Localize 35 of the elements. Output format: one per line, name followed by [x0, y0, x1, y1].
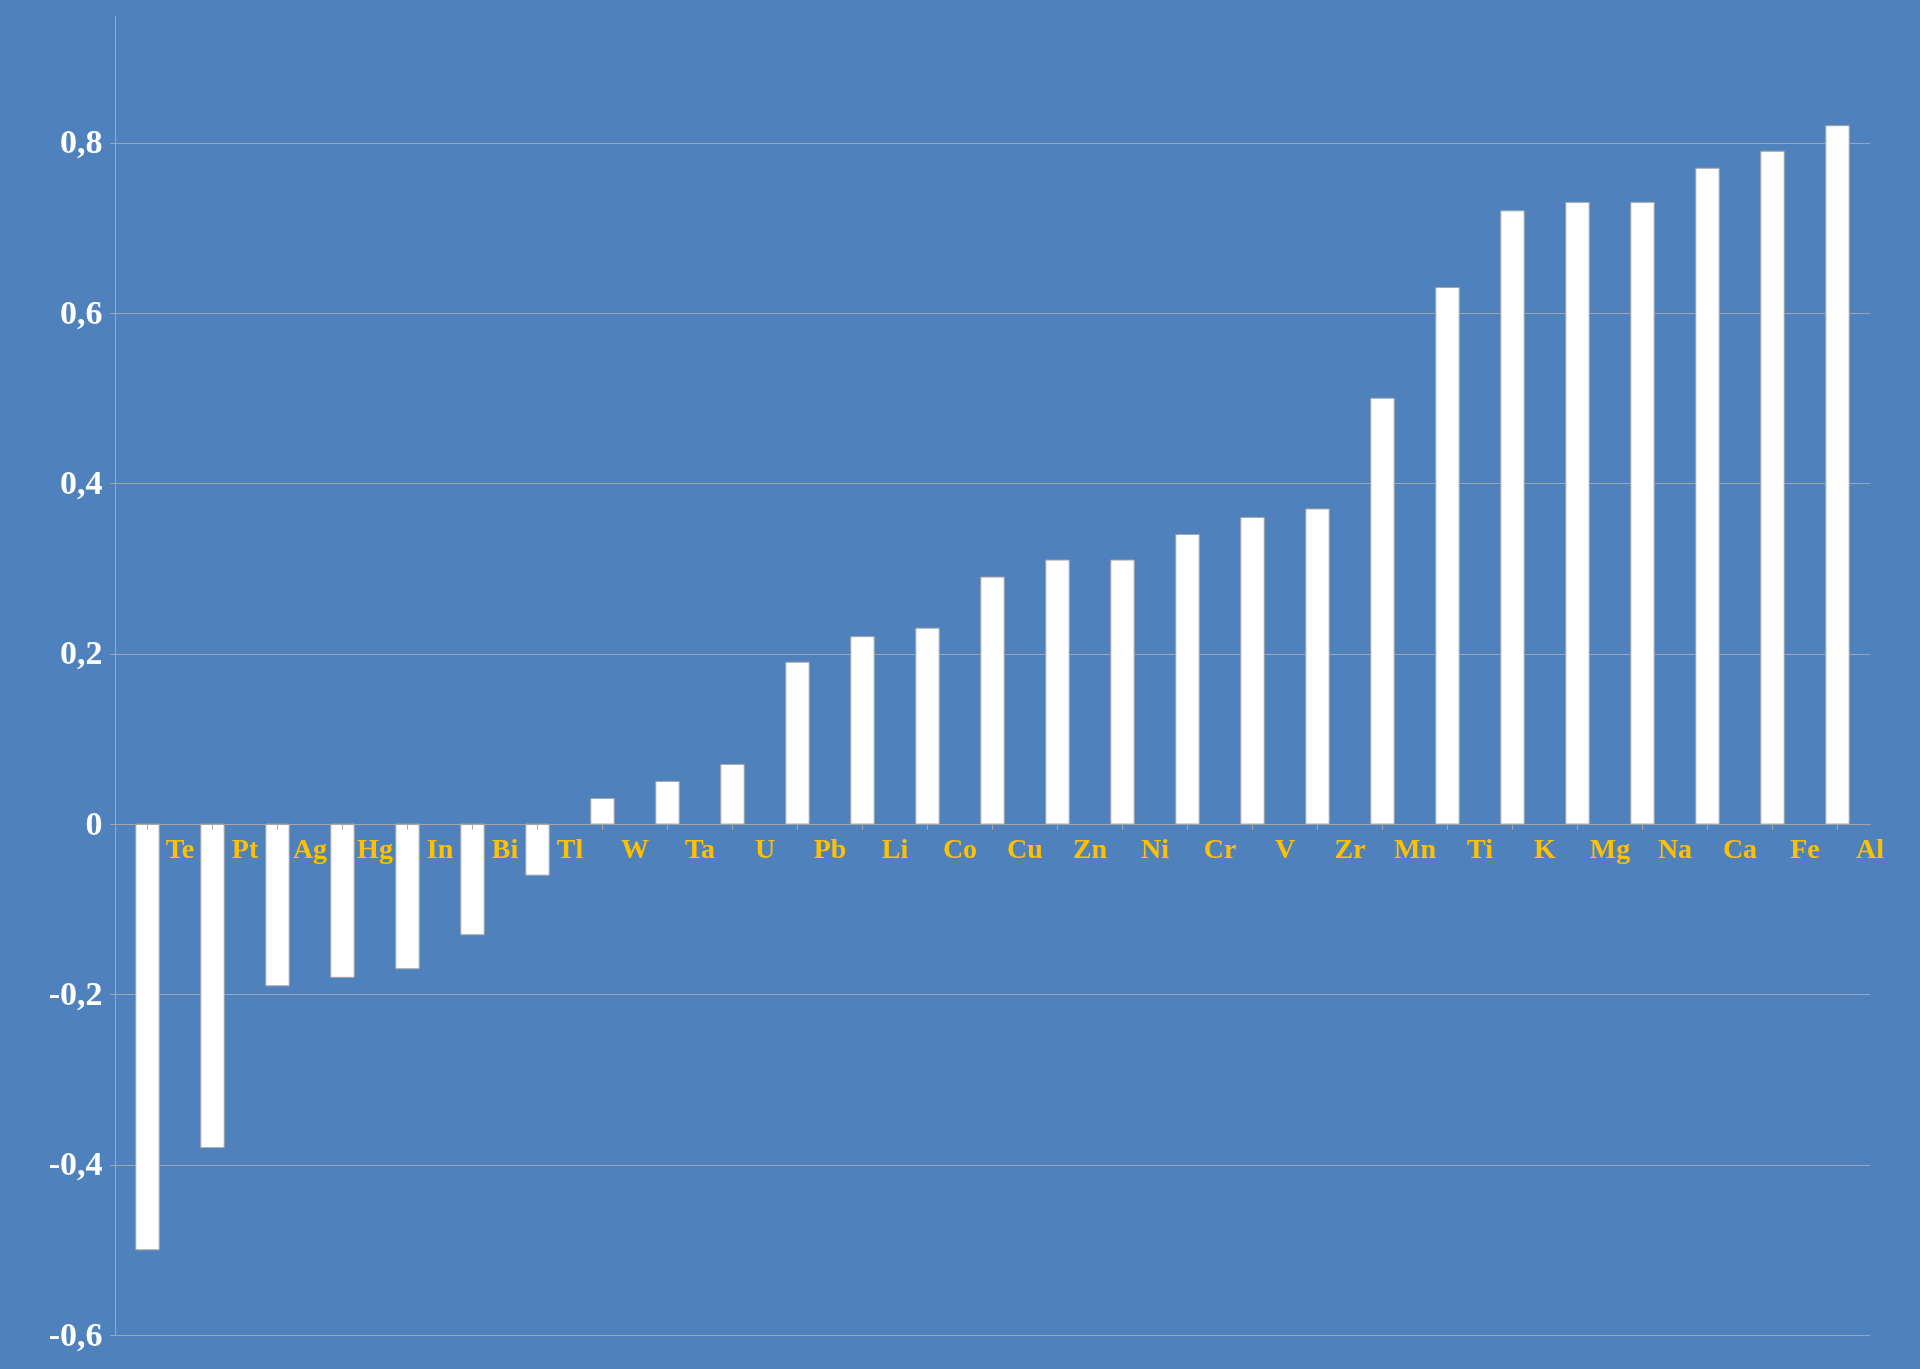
- x-tick-label: Zr: [1334, 832, 1366, 864]
- x-tick-label: Hg: [357, 832, 393, 864]
- x-tick-label: W: [621, 832, 649, 864]
- y-tick-label: -0,6: [48, 1315, 103, 1353]
- x-tick-label: Na: [1657, 832, 1693, 864]
- x-tick-label: Al: [1856, 832, 1885, 864]
- x-tick-label: Cr: [1203, 832, 1237, 864]
- x-tick-label: Ag: [292, 832, 328, 864]
- x-tick-label: Pt: [231, 832, 259, 864]
- x-tick-label: Zn: [1072, 832, 1108, 864]
- x-tick-label: Cu: [1007, 832, 1043, 864]
- x-tick-label: Ca: [1722, 832, 1758, 864]
- x-tick-label: Li: [881, 832, 909, 864]
- x-tick-label: Fe: [1790, 832, 1820, 864]
- y-tick-label: 0,2: [60, 634, 103, 672]
- y-tick-label: 0,8: [60, 123, 103, 161]
- y-tick-label: 0: [85, 804, 103, 842]
- x-tick-label: K: [1534, 832, 1557, 864]
- x-tick-label: Co: [942, 832, 978, 864]
- x-tick-label: Ni: [1141, 832, 1170, 864]
- x-tick-label: In: [426, 832, 454, 864]
- x-tick-label: Te: [165, 832, 195, 864]
- y-tick-label: 0,4: [60, 463, 103, 501]
- x-tick-label: U: [754, 832, 776, 864]
- x-tick-label: V: [1274, 832, 1296, 864]
- x-tick-label: Mn: [1394, 832, 1437, 864]
- x-tick-label: Ti: [1467, 832, 1494, 864]
- x-tick-label: Pb: [813, 832, 847, 864]
- x-tick-label: Tl: [556, 832, 584, 864]
- x-tick-label: Bi: [491, 832, 519, 864]
- y-tick-label: -0,4: [48, 1145, 103, 1183]
- y-tick-label: -0,2: [48, 974, 103, 1012]
- x-tick-label: Mg: [1589, 832, 1631, 864]
- x-tick-label: Ta: [684, 832, 716, 864]
- y-tick-label: 0,6: [60, 293, 103, 331]
